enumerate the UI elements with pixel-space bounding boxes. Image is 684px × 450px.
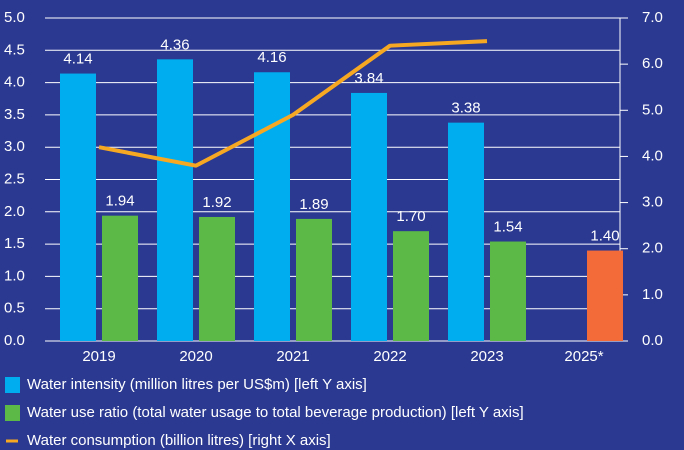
value-label: 1.92 — [202, 194, 231, 211]
bar — [60, 73, 96, 341]
bar — [587, 250, 623, 341]
value-label: 1.89 — [299, 196, 328, 213]
bar — [490, 241, 526, 341]
y2-tick-label: 7.0 — [642, 9, 663, 26]
y2-tick-label: 3.0 — [642, 194, 663, 211]
y2-tick-label: 6.0 — [642, 55, 663, 72]
legend-label: Water consumption (billion litres) [righ… — [27, 432, 331, 449]
bar — [199, 216, 235, 341]
y-tick-label: 4.5 — [4, 41, 25, 58]
y2-tick-label: 4.0 — [642, 147, 663, 164]
y2-tick-label: 5.0 — [642, 101, 663, 118]
y2-tick-label: 1.0 — [642, 286, 663, 303]
legend-swatch — [5, 377, 20, 393]
y-tick-label: 5.0 — [4, 9, 25, 26]
bar — [448, 122, 484, 341]
y-tick-label: 0.0 — [4, 332, 25, 349]
y-tick-label: 1.0 — [4, 267, 25, 284]
x-tick-label: 2025* — [564, 348, 603, 365]
y-tick-label: 3.5 — [4, 106, 25, 123]
bar — [254, 72, 290, 341]
y-tick-label: 2.0 — [4, 203, 25, 220]
y-tick-label: 3.0 — [4, 138, 25, 155]
value-label: 4.36 — [160, 36, 189, 53]
value-label: 4.16 — [257, 49, 286, 66]
x-tick-label: 2023 — [470, 348, 503, 365]
x-tick-label: 2020 — [179, 348, 212, 365]
bar — [351, 92, 387, 341]
value-label: 1.94 — [105, 193, 134, 210]
y-tick-label: 0.5 — [4, 300, 25, 317]
value-label: 3.38 — [451, 100, 480, 117]
legend-label: Water intensity (million litres per US$m… — [27, 376, 367, 393]
y2-tick-label: 0.0 — [642, 332, 663, 349]
value-label: 4.14 — [63, 51, 92, 68]
value-label: 3.84 — [354, 70, 383, 87]
y-tick-label: 1.5 — [4, 235, 25, 252]
bar — [393, 231, 429, 341]
legend-swatch — [5, 405, 20, 421]
y2-tick-label: 2.0 — [642, 240, 663, 257]
x-tick-label: 2022 — [373, 348, 406, 365]
bar — [296, 218, 332, 341]
x-tick-label: 2019 — [82, 348, 115, 365]
bar — [102, 215, 138, 341]
legend-label: Water use ratio (total water usage to to… — [27, 404, 524, 421]
x-tick-label: 2021 — [276, 348, 309, 365]
bar — [157, 59, 193, 342]
value-label: 1.54 — [493, 218, 522, 235]
line — [98, 39, 488, 168]
y-tick-label: 2.5 — [4, 170, 25, 187]
value-label: 1.70 — [396, 208, 425, 225]
value-label: 1.40 — [590, 228, 619, 245]
y-tick-label: 4.0 — [4, 74, 25, 91]
